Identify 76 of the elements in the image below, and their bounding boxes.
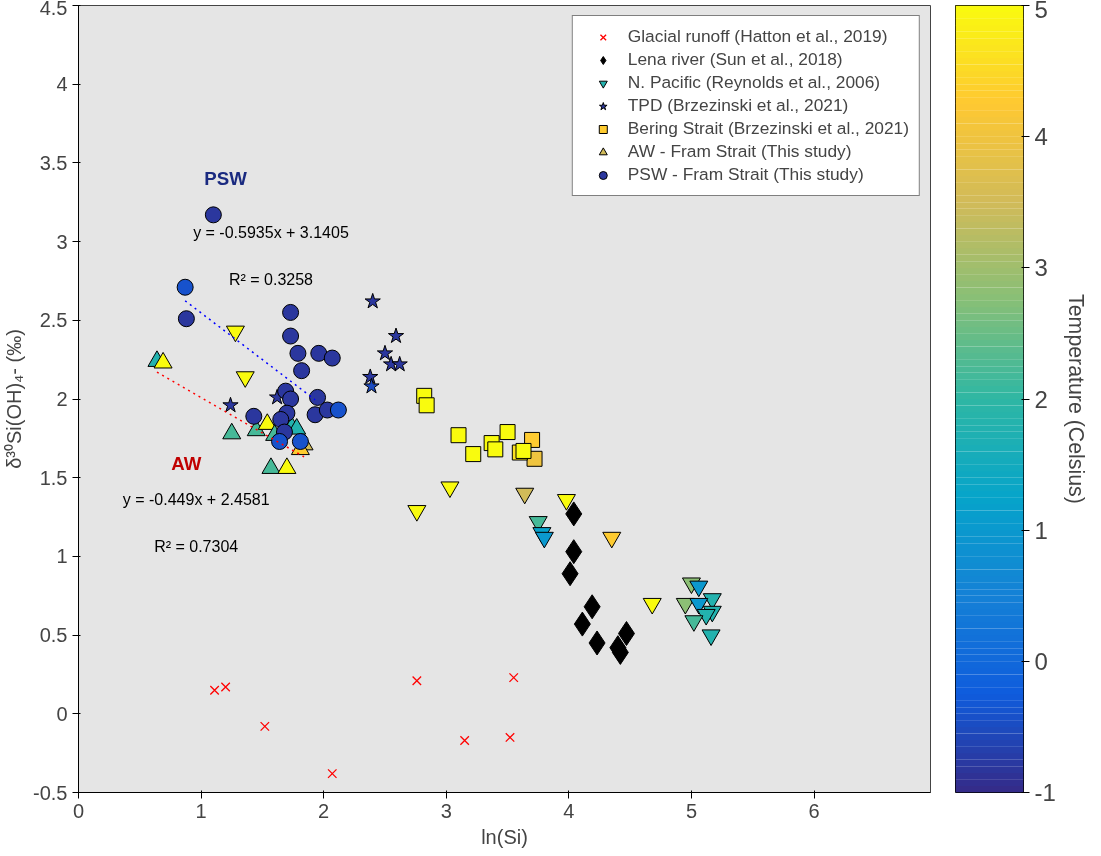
color-bar-label: 3: [1034, 254, 1048, 282]
x-tick-label: 4: [563, 799, 575, 822]
x-axis-title: ln(Si): [481, 825, 528, 848]
point: [387, 327, 405, 344]
point: [271, 433, 289, 450]
y-tick-label: 2: [56, 388, 68, 410]
point: [309, 388, 327, 406]
x-tick-label: 2: [318, 799, 330, 822]
point: [259, 721, 270, 732]
point: [505, 732, 515, 743]
y-tick-label: 3: [56, 230, 68, 253]
x-tick-label: 3: [440, 799, 452, 822]
point: [418, 397, 435, 414]
x-tick-label: 0: [72, 799, 85, 822]
point: [376, 344, 394, 361]
annotation: y = -0.5935x + 3.1405: [193, 223, 349, 241]
point: [282, 390, 300, 408]
point: [209, 685, 220, 696]
point: [289, 344, 307, 362]
y-tick-label: 0.5: [39, 624, 68, 647]
color-bar-title: Temperature (Celsius): [1063, 294, 1088, 504]
legend-label: TPD (Brzezinski et al., 2021): [627, 95, 849, 116]
y-tick-label: 3.5: [39, 151, 68, 174]
point: [176, 278, 194, 296]
x-tick-label: 1: [195, 799, 207, 822]
point: [282, 327, 300, 345]
point: [364, 292, 381, 309]
y-tick-label: 2.5: [39, 309, 68, 332]
point: [465, 446, 482, 463]
y-tick-label: 1: [56, 545, 68, 568]
annotation: PSW: [204, 168, 248, 190]
point: [323, 349, 341, 367]
point: [411, 675, 422, 686]
point: [329, 401, 347, 419]
legend-label: N. Pacific (Reynolds et al., 2006): [627, 72, 881, 93]
point: [450, 427, 467, 444]
y-tick-label: 0: [56, 702, 68, 725]
legend-label: AW - Fram Strait (This study): [627, 141, 852, 162]
y-axis-title: δ³⁰Si(OH)₄- (‰): [3, 329, 26, 469]
color-bar-label: -1: [1034, 779, 1056, 806]
color-bar-label: 2: [1034, 385, 1048, 413]
point: [459, 735, 470, 746]
point: [310, 344, 328, 362]
color-bar-label: 4: [1034, 123, 1048, 151]
point: [499, 424, 516, 441]
x-tick-label: 6: [808, 799, 820, 822]
y-tick-label: -0.5: [33, 781, 68, 804]
point: [177, 310, 195, 328]
point: [391, 355, 408, 372]
point: [515, 442, 532, 459]
point: [204, 206, 222, 224]
point: [363, 377, 380, 394]
point: [222, 396, 239, 413]
point: [291, 433, 309, 450]
point: [282, 303, 300, 321]
y-tick-label: 1.5: [39, 466, 68, 489]
legend-label: PSW - Fram Strait (This study): [627, 164, 864, 185]
point: [245, 407, 263, 425]
color-bar-label: 5: [1034, 0, 1048, 23]
x-tick-label: 5: [685, 799, 698, 822]
color-bar-label: 1: [1034, 516, 1048, 544]
color-bar-label: 0: [1034, 647, 1048, 675]
annotation: R² = 0.7304: [154, 538, 239, 556]
legend-label: Lena river (Sun et al., 2018): [627, 49, 843, 70]
point: [508, 672, 519, 683]
y-tick-label: 4.5: [39, 0, 68, 19]
annotation: AW: [171, 453, 202, 475]
annotation: y = -0.449x + 2.4581: [122, 491, 270, 509]
y-tick-label: 4: [56, 73, 68, 96]
annotation: R² = 0.3258: [228, 270, 314, 288]
point: [327, 768, 338, 779]
point: [220, 682, 231, 692]
point: [293, 362, 311, 380]
legend-label: Glacial runoff (Hatton et al., 2019): [627, 26, 888, 47]
point: [487, 441, 504, 458]
legend-label: Bering Strait (Brzezinski et al., 2021): [627, 118, 909, 139]
